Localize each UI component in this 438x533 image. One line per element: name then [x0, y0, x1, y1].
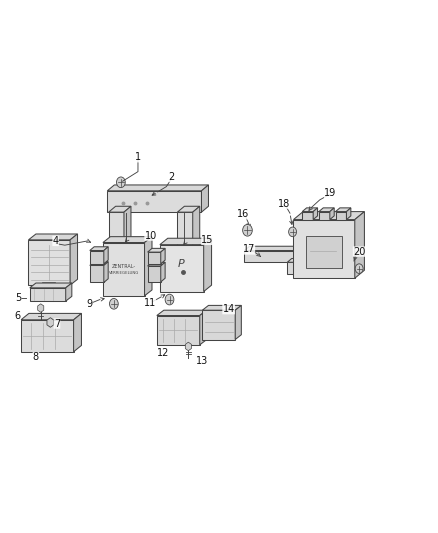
Polygon shape — [293, 212, 364, 220]
Polygon shape — [201, 185, 208, 212]
Polygon shape — [235, 305, 241, 340]
Circle shape — [165, 294, 174, 305]
Polygon shape — [66, 283, 72, 301]
Text: P: P — [177, 260, 184, 269]
Polygon shape — [148, 248, 165, 252]
Text: ZENTRAL-: ZENTRAL- — [112, 264, 136, 269]
Text: 20: 20 — [353, 247, 365, 256]
Text: 9: 9 — [87, 299, 93, 309]
Polygon shape — [202, 310, 235, 340]
Text: 14: 14 — [223, 304, 235, 314]
Polygon shape — [287, 259, 303, 262]
Polygon shape — [90, 251, 104, 264]
Polygon shape — [302, 212, 313, 220]
Polygon shape — [336, 208, 351, 212]
Polygon shape — [330, 208, 334, 220]
Polygon shape — [355, 212, 364, 278]
Polygon shape — [90, 262, 108, 265]
Polygon shape — [244, 246, 301, 251]
Text: VERRIEGELUNG: VERRIEGELUNG — [109, 271, 139, 276]
Polygon shape — [107, 191, 201, 212]
Polygon shape — [177, 206, 200, 212]
Polygon shape — [296, 246, 301, 262]
Polygon shape — [21, 313, 81, 320]
Text: 16: 16 — [237, 209, 250, 219]
Text: 17: 17 — [243, 245, 255, 254]
Text: 19: 19 — [324, 188, 336, 198]
Text: 4: 4 — [53, 236, 59, 246]
Polygon shape — [148, 266, 161, 282]
Text: 8: 8 — [33, 352, 39, 362]
Polygon shape — [74, 313, 81, 352]
Polygon shape — [160, 238, 212, 245]
Text: 13: 13 — [196, 357, 208, 366]
Polygon shape — [161, 262, 165, 282]
Polygon shape — [319, 212, 330, 220]
Polygon shape — [177, 212, 193, 251]
Text: 5: 5 — [15, 294, 21, 303]
Polygon shape — [28, 234, 78, 240]
Polygon shape — [161, 248, 165, 264]
Polygon shape — [302, 208, 318, 212]
Polygon shape — [30, 283, 72, 288]
Polygon shape — [313, 208, 318, 220]
Polygon shape — [107, 185, 208, 191]
Circle shape — [117, 177, 125, 188]
Polygon shape — [30, 288, 66, 301]
Polygon shape — [185, 342, 191, 351]
Polygon shape — [336, 212, 346, 220]
Polygon shape — [103, 243, 145, 296]
Text: 15: 15 — [201, 235, 214, 245]
Polygon shape — [103, 237, 152, 243]
Polygon shape — [298, 259, 303, 274]
Text: 7: 7 — [54, 319, 60, 328]
Polygon shape — [70, 234, 78, 285]
Polygon shape — [109, 206, 131, 212]
Polygon shape — [109, 212, 124, 251]
Bar — [306, 236, 342, 268]
Circle shape — [355, 264, 363, 273]
Polygon shape — [160, 245, 204, 292]
Polygon shape — [21, 320, 74, 352]
Polygon shape — [287, 262, 298, 274]
Polygon shape — [124, 206, 131, 251]
Polygon shape — [319, 208, 334, 212]
Polygon shape — [104, 262, 108, 282]
Polygon shape — [90, 265, 104, 282]
Text: 12: 12 — [157, 349, 169, 358]
Circle shape — [289, 227, 297, 237]
Polygon shape — [200, 310, 207, 345]
Polygon shape — [145, 237, 152, 296]
Text: 11: 11 — [144, 298, 156, 308]
Polygon shape — [202, 305, 241, 310]
Polygon shape — [28, 240, 70, 285]
Text: 18: 18 — [278, 199, 290, 208]
Polygon shape — [204, 238, 212, 292]
Polygon shape — [193, 206, 200, 251]
Text: 6: 6 — [14, 311, 21, 320]
Circle shape — [110, 298, 118, 309]
Polygon shape — [148, 262, 165, 266]
Polygon shape — [244, 251, 296, 262]
Text: 1: 1 — [135, 152, 141, 162]
Polygon shape — [90, 247, 108, 251]
Polygon shape — [157, 310, 207, 316]
Polygon shape — [104, 247, 108, 264]
Polygon shape — [148, 252, 161, 264]
Polygon shape — [47, 318, 54, 327]
Text: 2: 2 — [169, 172, 175, 182]
Polygon shape — [293, 220, 355, 278]
Text: 10: 10 — [145, 231, 157, 240]
Circle shape — [243, 224, 252, 236]
Polygon shape — [346, 208, 351, 220]
Polygon shape — [38, 304, 44, 312]
Polygon shape — [157, 316, 200, 345]
